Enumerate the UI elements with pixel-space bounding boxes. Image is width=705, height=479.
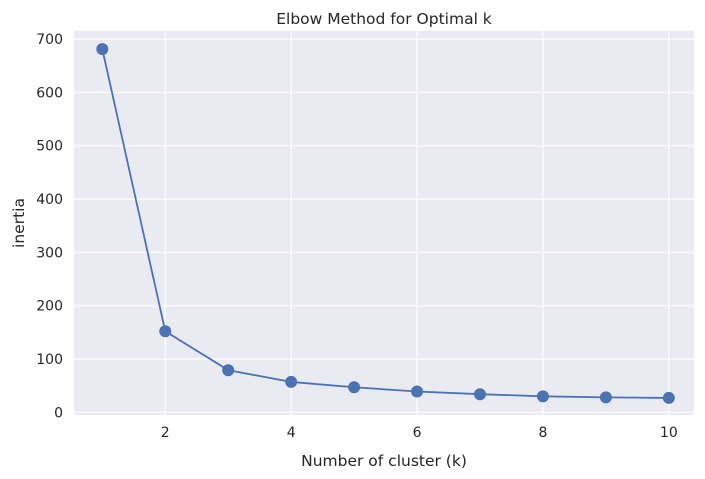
y-tick-label: 300 bbox=[36, 245, 63, 261]
data-point bbox=[348, 381, 361, 394]
data-point bbox=[473, 388, 486, 401]
data-point bbox=[411, 385, 424, 398]
grid bbox=[74, 31, 694, 415]
y-tick-labels: 0 100 200 300 400 500 600 700 bbox=[36, 32, 63, 421]
y-tick-label: 100 bbox=[36, 352, 63, 368]
data-point bbox=[662, 391, 675, 404]
plot-background bbox=[74, 31, 694, 415]
x-tick-labels: 2 4 6 8 10 bbox=[161, 425, 678, 441]
data-point bbox=[159, 325, 172, 338]
x-tick-label: 2 bbox=[161, 425, 170, 441]
series-layer bbox=[96, 43, 675, 404]
y-tick-label: 500 bbox=[36, 139, 63, 155]
chart-title: Elbow Method for Optimal k bbox=[276, 10, 492, 28]
x-tick-label: 8 bbox=[538, 425, 547, 441]
x-axis-label: Number of cluster (k) bbox=[301, 452, 467, 470]
data-point bbox=[536, 390, 549, 403]
data-point bbox=[96, 43, 109, 56]
data-point bbox=[285, 375, 298, 388]
y-tick-label: 700 bbox=[36, 32, 63, 48]
y-axis-label: inertia bbox=[10, 198, 28, 248]
y-tick-label: 600 bbox=[36, 85, 63, 101]
y-tick-label: 0 bbox=[54, 405, 63, 421]
x-tick-label: 6 bbox=[413, 425, 422, 441]
x-tick-label: 10 bbox=[660, 425, 678, 441]
data-point bbox=[599, 391, 612, 404]
x-tick-label: 4 bbox=[287, 425, 296, 441]
data-point bbox=[222, 364, 235, 377]
y-tick-label: 400 bbox=[36, 192, 63, 208]
series-line bbox=[101, 48, 669, 399]
y-tick-label: 200 bbox=[36, 299, 63, 315]
